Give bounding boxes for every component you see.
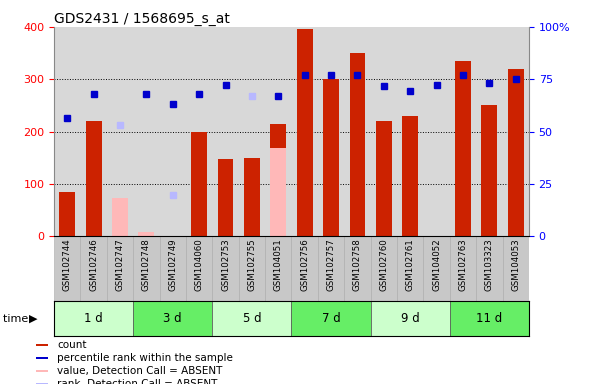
- Bar: [297, 30, 313, 236]
- Text: 11 d: 11 d: [476, 312, 502, 325]
- Text: GDS2431 / 1568695_s_at: GDS2431 / 1568695_s_at: [54, 12, 230, 26]
- Text: GSM102746: GSM102746: [89, 238, 98, 291]
- Bar: [81, 236, 107, 301]
- Text: time: time: [3, 314, 32, 324]
- Text: GSM104052: GSM104052: [432, 238, 441, 291]
- Bar: [138, 232, 154, 236]
- Text: GSM102755: GSM102755: [248, 238, 257, 291]
- Text: GSM102758: GSM102758: [353, 238, 362, 291]
- Text: GSM102761: GSM102761: [406, 238, 415, 291]
- Bar: [186, 236, 212, 301]
- Text: 5 d: 5 d: [243, 312, 261, 325]
- Text: GSM102756: GSM102756: [300, 238, 309, 291]
- Bar: [291, 236, 318, 301]
- Text: GSM102749: GSM102749: [168, 238, 177, 291]
- Text: count: count: [57, 339, 87, 350]
- Bar: [371, 236, 397, 301]
- Bar: [318, 236, 344, 301]
- Bar: [423, 236, 450, 301]
- Text: GSM102753: GSM102753: [221, 238, 230, 291]
- Bar: [86, 121, 102, 236]
- Bar: [36, 382, 48, 384]
- Text: GSM102748: GSM102748: [142, 238, 151, 291]
- Bar: [133, 236, 160, 301]
- Bar: [450, 301, 529, 336]
- Bar: [54, 301, 133, 336]
- Bar: [36, 357, 48, 359]
- Bar: [291, 301, 371, 336]
- Text: GSM102747: GSM102747: [115, 238, 124, 291]
- Bar: [397, 236, 423, 301]
- Bar: [455, 61, 471, 236]
- Bar: [371, 301, 450, 336]
- Text: 1 d: 1 d: [84, 312, 103, 325]
- Bar: [212, 301, 291, 336]
- Bar: [212, 236, 239, 301]
- Bar: [160, 236, 186, 301]
- Text: GSM104053: GSM104053: [511, 238, 520, 291]
- Bar: [107, 236, 133, 301]
- Bar: [218, 159, 233, 236]
- Bar: [112, 199, 128, 236]
- Bar: [450, 236, 476, 301]
- Text: GSM104060: GSM104060: [195, 238, 204, 291]
- Text: rank, Detection Call = ABSENT: rank, Detection Call = ABSENT: [57, 379, 218, 384]
- Bar: [481, 105, 497, 236]
- Bar: [270, 148, 286, 236]
- Bar: [323, 79, 339, 236]
- Text: GSM102757: GSM102757: [326, 238, 335, 291]
- Bar: [502, 236, 529, 301]
- Bar: [133, 301, 212, 336]
- Text: GSM104051: GSM104051: [274, 238, 283, 291]
- Text: ▶: ▶: [29, 314, 37, 324]
- Text: percentile rank within the sample: percentile rank within the sample: [57, 353, 233, 362]
- Text: GSM102744: GSM102744: [63, 238, 72, 291]
- Text: 7 d: 7 d: [322, 312, 340, 325]
- Text: 3 d: 3 d: [163, 312, 182, 325]
- Text: GSM102760: GSM102760: [379, 238, 388, 291]
- Bar: [376, 121, 392, 236]
- Text: value, Detection Call = ABSENT: value, Detection Call = ABSENT: [57, 366, 222, 376]
- Text: 9 d: 9 d: [401, 312, 419, 325]
- Bar: [476, 236, 502, 301]
- Bar: [191, 131, 207, 236]
- Bar: [265, 236, 291, 301]
- Bar: [270, 124, 286, 236]
- Bar: [54, 236, 81, 301]
- Bar: [344, 236, 371, 301]
- Text: GSM103323: GSM103323: [485, 238, 494, 291]
- Text: GSM102763: GSM102763: [459, 238, 468, 291]
- Bar: [239, 236, 265, 301]
- Bar: [508, 69, 523, 236]
- Bar: [350, 53, 365, 236]
- Bar: [36, 369, 48, 372]
- Bar: [402, 116, 418, 236]
- Bar: [36, 344, 48, 346]
- Bar: [244, 158, 260, 236]
- Bar: [59, 192, 75, 236]
